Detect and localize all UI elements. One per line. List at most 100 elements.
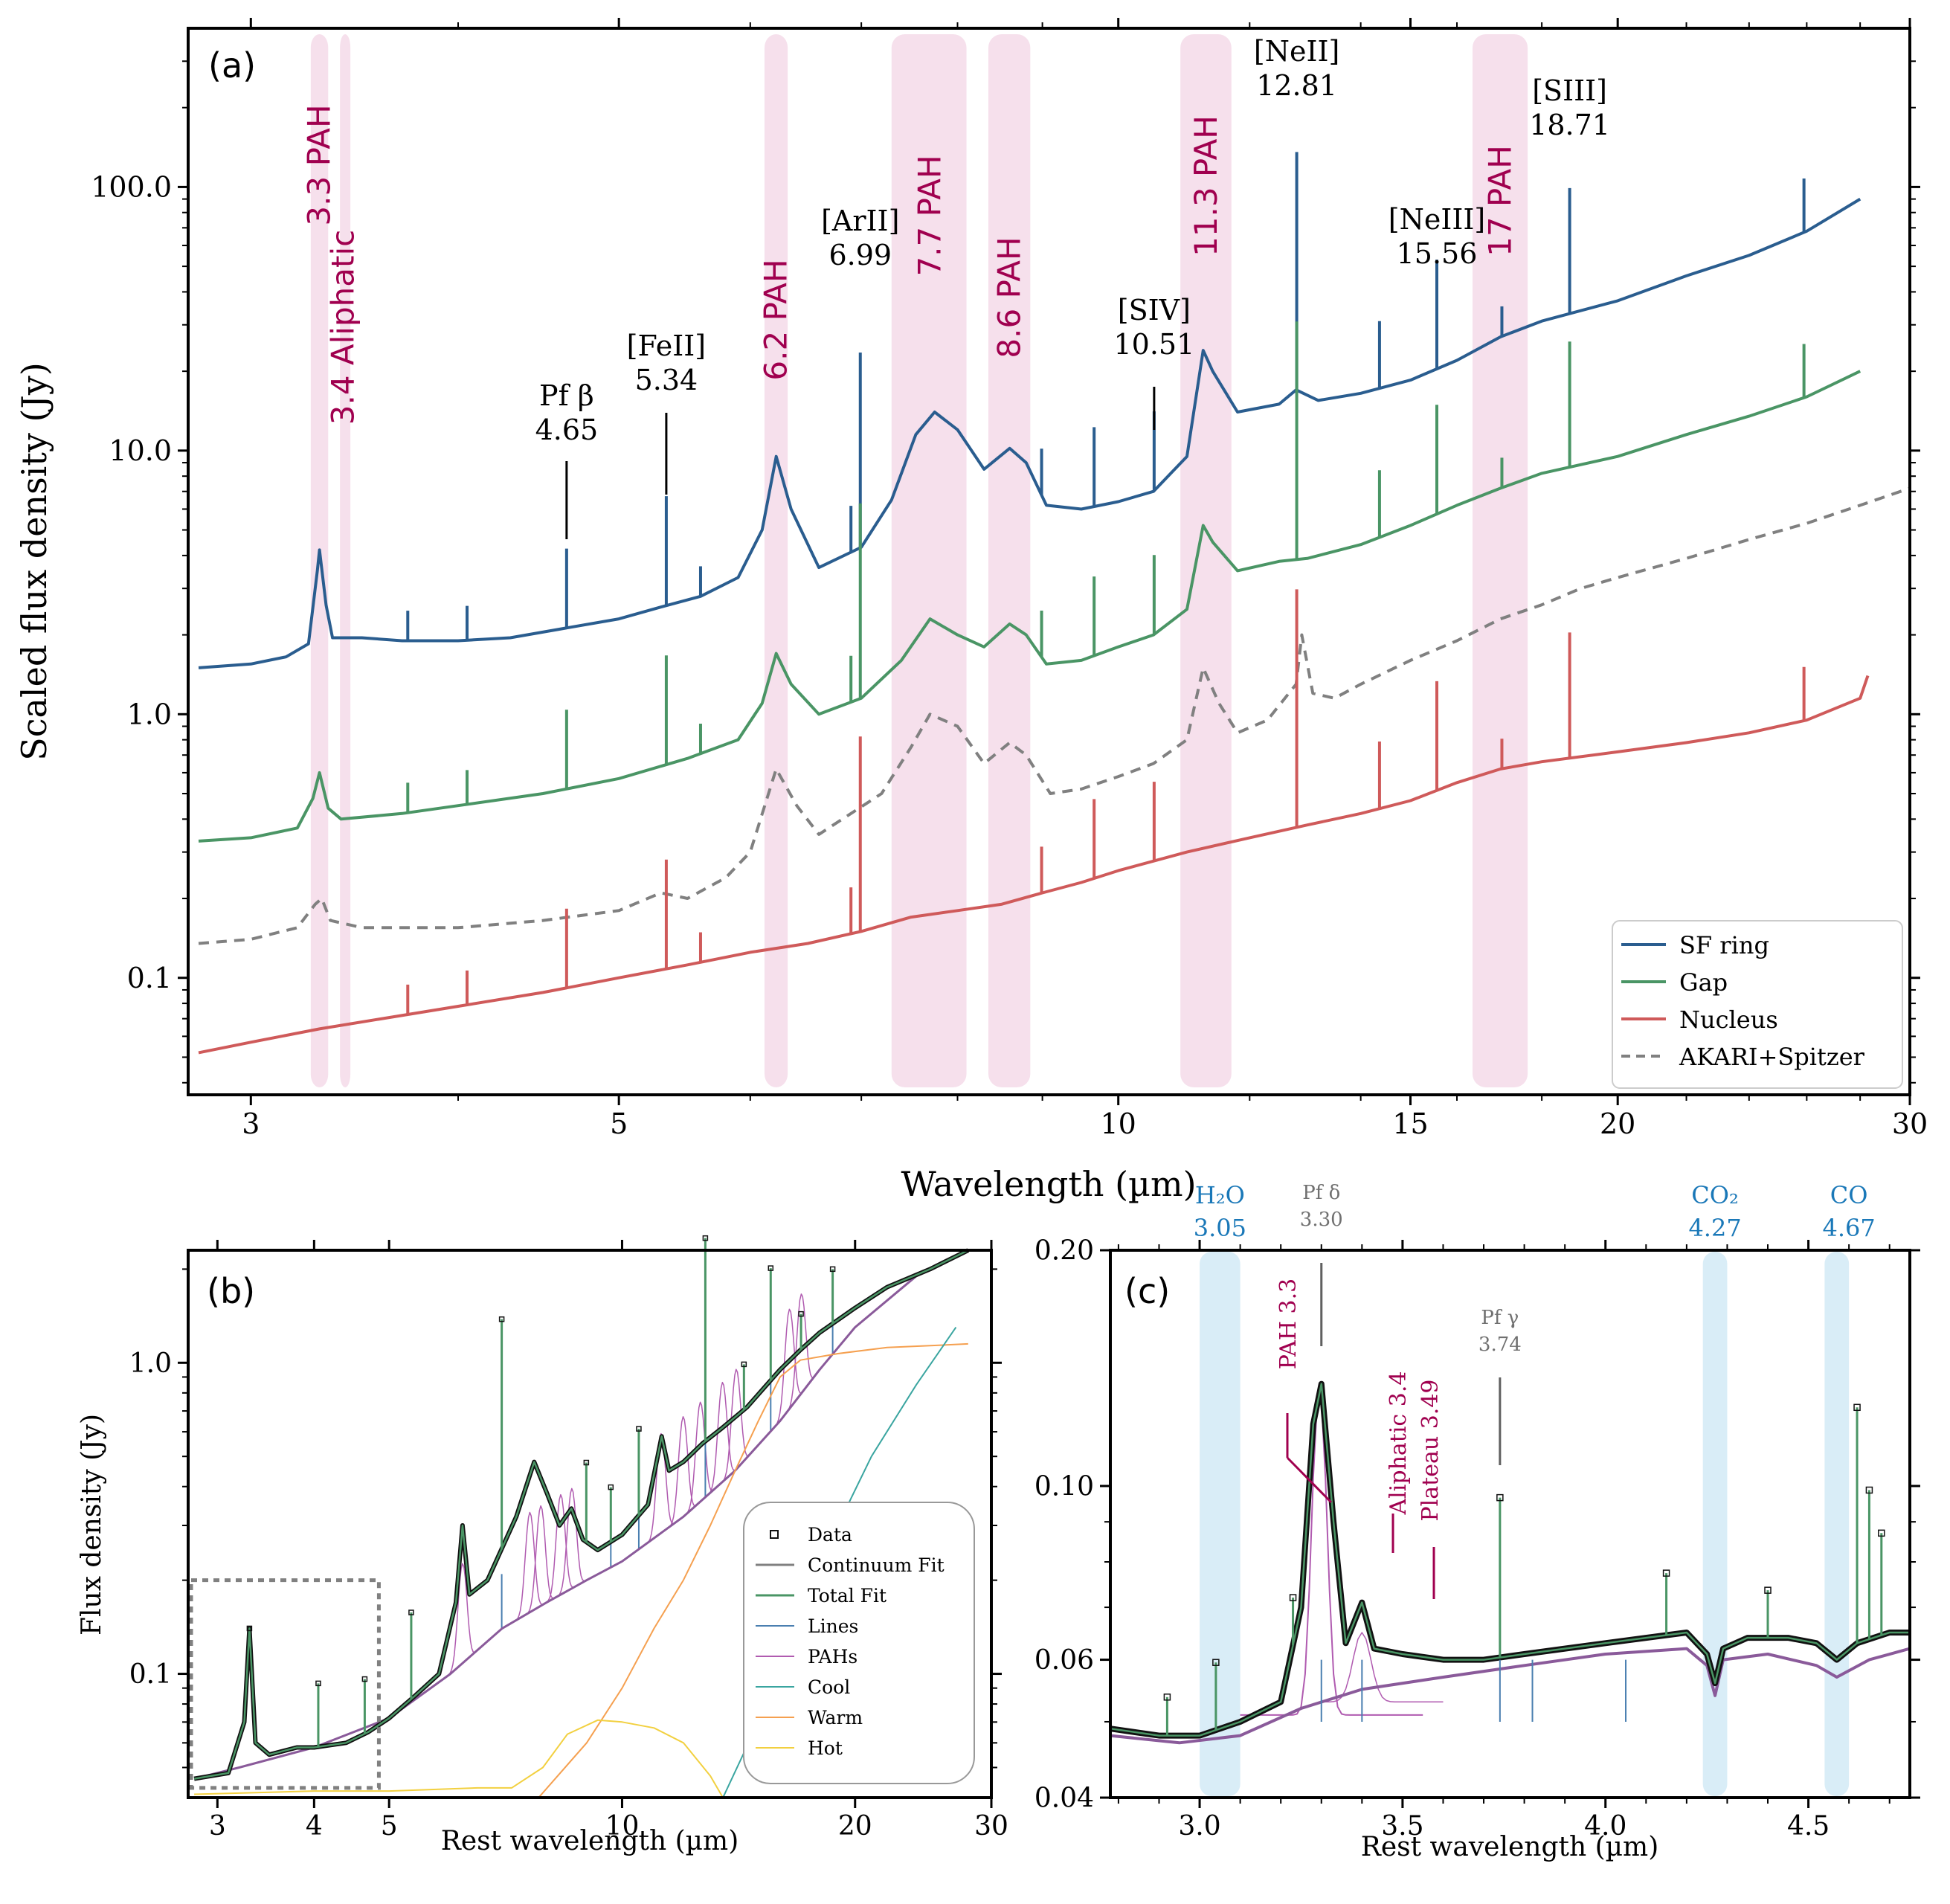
a-legend: SF ring Gap Nucleus AKARI+Spitzer bbox=[1612, 920, 1903, 1089]
x-tick-label: 10 bbox=[605, 1811, 640, 1842]
b-axes-frame bbox=[187, 1249, 993, 1799]
ice-label-1: CO₂ bbox=[1691, 1181, 1739, 1209]
pah-label-3: 7.7 PAH bbox=[911, 155, 947, 276]
pah-component-8 bbox=[708, 1381, 736, 1496]
pah-band-5 bbox=[1180, 34, 1232, 1087]
y-tick-label: 1.0 bbox=[127, 698, 172, 731]
pah-label-4: 8.6 PAH bbox=[991, 237, 1028, 358]
x-tick-label: 5 bbox=[610, 1107, 628, 1140]
legend-swatch-0 bbox=[770, 1530, 779, 1539]
c-series bbox=[1110, 1380, 1911, 1745]
pah-band-1 bbox=[340, 34, 351, 1087]
pah-component-1 bbox=[515, 1511, 544, 1621]
pah-label-0: 3.3 PAH bbox=[301, 104, 338, 225]
y-tick-label: 0.1 bbox=[129, 1659, 172, 1690]
x-tick-label: 10 bbox=[1101, 1107, 1136, 1140]
y-tick-label: 0.1 bbox=[127, 962, 172, 994]
x-tick-label: 20 bbox=[838, 1811, 872, 1842]
pah-component-10 bbox=[775, 1308, 803, 1427]
pah-component-2 bbox=[527, 1505, 554, 1615]
legend-label-7: Hot bbox=[808, 1737, 843, 1759]
pf-name-0: Pf δ bbox=[1302, 1182, 1340, 1204]
data-marker-7 bbox=[636, 1426, 642, 1432]
data-marker-2 bbox=[1289, 1594, 1297, 1601]
line-wavelength-5: 15.56 bbox=[1397, 237, 1478, 270]
total-fit-trace bbox=[193, 1249, 969, 1780]
feature-label-0: PAH 3.3 bbox=[1275, 1279, 1301, 1370]
component-hot bbox=[194, 1719, 724, 1798]
b-xlabel: Rest wavelength (µm) bbox=[441, 1826, 739, 1856]
pah-component-7 bbox=[686, 1401, 714, 1514]
pah-label-2: 6.2 PAH bbox=[758, 259, 794, 380]
c-axes-frame bbox=[1109, 1249, 1911, 1799]
pah-3p3-component bbox=[1240, 1399, 1423, 1716]
feature-pointer-diag bbox=[1286, 1456, 1333, 1504]
data-marker-3 bbox=[408, 1609, 414, 1615]
b-panel-label: (b) bbox=[207, 1271, 255, 1311]
c-xlabel: Rest wavelength (µm) bbox=[1361, 1832, 1658, 1862]
ice-label-0: H₂O bbox=[1195, 1181, 1245, 1209]
x-tick-label: 4.0 bbox=[1584, 1811, 1626, 1842]
x-tick-label: 4 bbox=[306, 1811, 323, 1842]
component-warm bbox=[538, 1342, 968, 1798]
data-marker-12 bbox=[829, 1266, 836, 1273]
ice-value-1: 4.27 bbox=[1688, 1214, 1741, 1242]
data-marker-0 bbox=[1163, 1694, 1171, 1701]
pah-band-4 bbox=[988, 34, 1031, 1087]
legend-label-1: Gap bbox=[1679, 968, 1728, 997]
x-tick-label: 30 bbox=[1892, 1107, 1928, 1140]
pah-component-0 bbox=[448, 1563, 476, 1676]
legend-label-6: Warm bbox=[808, 1707, 863, 1728]
data-marker-4 bbox=[1662, 1569, 1670, 1577]
y-tick-label: 100.0 bbox=[91, 171, 172, 204]
data-marker-3 bbox=[1496, 1493, 1504, 1502]
data-marker-9 bbox=[741, 1361, 747, 1368]
b-ticks: 3 4 5 10 20 30 0.1 1.0 bbox=[129, 1240, 1008, 1842]
y-tick-label: 0.20 bbox=[1034, 1236, 1094, 1267]
b-series bbox=[189, 1235, 970, 1798]
pah-component-4 bbox=[557, 1488, 585, 1597]
legend-label-4: PAHs bbox=[808, 1646, 857, 1667]
y-tick-label: 0.04 bbox=[1034, 1784, 1094, 1814]
line-wavelength-1: 5.34 bbox=[635, 364, 698, 396]
pah-band-6 bbox=[1472, 34, 1528, 1087]
panel-b: 3 4 5 10 20 30 0.1 1.0 (b) Rest wavelength (µm)… bbox=[77, 1235, 1008, 1856]
x-tick-label: 3.0 bbox=[1178, 1811, 1220, 1842]
c-panel-label: (c) bbox=[1124, 1271, 1170, 1311]
data-marker-8 bbox=[702, 1235, 709, 1241]
line-wavelength-4: 12.81 bbox=[1256, 69, 1337, 102]
series-sf-ring bbox=[198, 197, 1861, 669]
ice-value-0: 3.05 bbox=[1194, 1214, 1246, 1242]
x-tick-label: 3.5 bbox=[1381, 1811, 1423, 1842]
pah-label-5: 11.3 PAH bbox=[1188, 115, 1224, 257]
series-nucleus bbox=[198, 675, 1870, 1055]
data-marker-7 bbox=[1865, 1486, 1873, 1494]
a-panel-label: (a) bbox=[208, 45, 256, 86]
series-gap bbox=[198, 370, 1861, 843]
line-wavelength-0: 4.65 bbox=[535, 414, 599, 446]
total-fit-trace bbox=[1110, 1383, 1910, 1737]
panel-a: 3.3 PAH 3.4 Aliphatic 6.2 PAH 7.7 PAH 8.6 PA… bbox=[14, 18, 1928, 1204]
pah-component-5 bbox=[646, 1432, 675, 1544]
inset-box bbox=[189, 1578, 381, 1790]
ice-value-2: 4.67 bbox=[1823, 1214, 1876, 1242]
a-pah-bands: 3.3 PAH 3.4 Aliphatic 6.2 PAH 7.7 PAH 8.6 PA… bbox=[301, 34, 1528, 1087]
x-tick-label: 3 bbox=[242, 1107, 260, 1140]
pah-component-6 bbox=[669, 1416, 697, 1528]
data-marker-2 bbox=[361, 1676, 368, 1682]
pah-band-2 bbox=[764, 34, 788, 1087]
x-tick-label: 30 bbox=[974, 1811, 1008, 1842]
data-marker-5 bbox=[583, 1459, 590, 1466]
line-name-4: [NeII] bbox=[1254, 35, 1339, 68]
data-marker-6 bbox=[608, 1484, 614, 1490]
data-marker-8 bbox=[1878, 1529, 1885, 1537]
legend-label-2: Nucleus bbox=[1679, 1006, 1778, 1034]
legend-label-5: Cool bbox=[808, 1676, 850, 1698]
pf-name-1: Pf γ bbox=[1481, 1307, 1519, 1329]
a-series bbox=[198, 152, 1911, 1055]
data-marker-1 bbox=[315, 1680, 321, 1687]
a-ylabel: Scaled flux density (Jy) bbox=[14, 362, 54, 761]
line-wavelength-3: 10.51 bbox=[1113, 328, 1194, 361]
x-tick-label: 15 bbox=[1392, 1107, 1428, 1140]
ice-band-2 bbox=[1824, 1252, 1850, 1796]
